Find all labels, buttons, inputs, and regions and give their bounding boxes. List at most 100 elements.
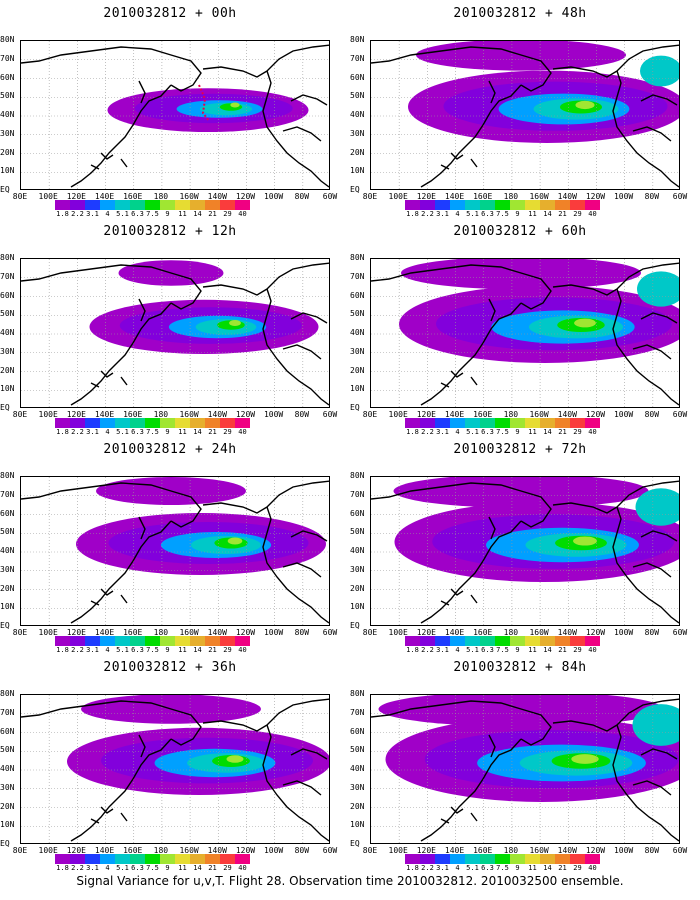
colorbar-swatch bbox=[205, 636, 220, 646]
colorbar-label: 7.5 bbox=[146, 210, 159, 218]
lat-label: 70N bbox=[350, 53, 365, 63]
lat-label: EQ bbox=[350, 403, 360, 412]
colorbar-label: 5.1 bbox=[116, 428, 129, 436]
lat-label: 60N bbox=[0, 72, 15, 82]
colorbar-label: 2.2 bbox=[71, 210, 84, 218]
colorbar-label: 6.3 bbox=[131, 646, 144, 654]
colorbar-label: 14 bbox=[193, 646, 202, 654]
colorbar-label: 7.5 bbox=[146, 864, 159, 872]
colorbar-labels: 1.8 2.2 3.1 4 5.1 6.3 7.5 9 11 14 21 29 40 bbox=[405, 210, 675, 220]
lat-label: 40N bbox=[350, 110, 365, 119]
colorbar bbox=[55, 200, 250, 210]
colorbar-label: 14 bbox=[193, 210, 202, 218]
map-svg bbox=[21, 41, 329, 189]
lat-label: EQ bbox=[0, 839, 10, 848]
lon-label: 140E bbox=[444, 410, 465, 419]
colorbar-swatch bbox=[130, 636, 145, 646]
colorbar-swatch bbox=[115, 636, 130, 646]
colorbar-swatch bbox=[130, 200, 145, 210]
lon-label: 120E bbox=[66, 846, 86, 855]
colorbar-swatch bbox=[570, 418, 585, 428]
coastline bbox=[640, 94, 678, 106]
map-area bbox=[370, 258, 680, 408]
colorbar-swatch bbox=[585, 636, 600, 646]
lon-label: 80E bbox=[12, 628, 28, 637]
lat-label: EQ bbox=[350, 185, 360, 194]
coastline bbox=[290, 748, 328, 760]
colorbar-label: 21 bbox=[208, 210, 217, 218]
colorbar-swatch bbox=[570, 200, 585, 210]
colorbar-swatch bbox=[420, 418, 435, 428]
colorbar-label: 4 bbox=[105, 210, 110, 218]
coastline bbox=[371, 46, 552, 92]
colorbar-swatch bbox=[145, 200, 160, 210]
colorbar-swatch bbox=[480, 418, 495, 428]
colorbar bbox=[55, 418, 250, 428]
coastline bbox=[640, 530, 678, 542]
variance-contour bbox=[632, 704, 679, 746]
colorbar-label: 1.8 bbox=[56, 646, 69, 654]
lat-label: 10N bbox=[0, 602, 15, 612]
colorbar-swatch bbox=[70, 854, 85, 864]
colorbar-label: 40 bbox=[588, 646, 597, 654]
lon-label: 60W bbox=[672, 192, 688, 201]
lat-label: 50N bbox=[350, 527, 365, 537]
colorbar-swatch bbox=[480, 854, 495, 864]
coastline bbox=[616, 44, 679, 72]
coastline bbox=[488, 516, 496, 540]
colorbar-swatch bbox=[205, 200, 220, 210]
colorbar-swatch bbox=[525, 418, 540, 428]
colorbar-swatch bbox=[525, 636, 540, 646]
lon-label: 80W bbox=[294, 410, 310, 419]
lon-label: 100W bbox=[263, 846, 284, 855]
lon-label: 80W bbox=[294, 628, 310, 637]
colorbar-swatch bbox=[85, 418, 100, 428]
colorbar-swatch bbox=[495, 418, 510, 428]
map-svg bbox=[21, 259, 329, 407]
map-panel: 2010032812 + 60h 80N 70N 60N 50N 40N 30N 20N 10N… bbox=[350, 218, 690, 438]
lon-label: 100W bbox=[263, 192, 284, 201]
variance-contour bbox=[635, 488, 679, 526]
variance-contour bbox=[637, 271, 679, 307]
lat-label: 70N bbox=[350, 707, 365, 717]
colorbar-swatch bbox=[70, 200, 85, 210]
lon-label: 160E bbox=[123, 846, 143, 855]
lat-label: 20N bbox=[350, 147, 365, 157]
lon-label: 160W bbox=[529, 846, 549, 855]
colorbar-swatch bbox=[525, 854, 540, 864]
colorbar-swatch bbox=[450, 200, 465, 210]
colorbar-swatch bbox=[190, 418, 205, 428]
colorbar-swatch bbox=[190, 854, 205, 864]
colorbar-swatch bbox=[55, 418, 70, 428]
colorbar-label: 4 bbox=[105, 428, 110, 436]
coastline bbox=[640, 312, 678, 324]
lon-label: 140E bbox=[444, 846, 465, 855]
colorbar-swatch bbox=[555, 854, 570, 864]
lon-label: 160W bbox=[529, 410, 549, 419]
colorbar-swatch bbox=[495, 854, 510, 864]
coastline bbox=[202, 502, 268, 514]
colorbar-swatch bbox=[405, 200, 420, 210]
colorbar-label: 21 bbox=[558, 428, 567, 436]
colorbar-swatch bbox=[115, 200, 130, 210]
coastline bbox=[21, 482, 202, 528]
lat-label: 20N bbox=[350, 583, 365, 593]
lon-label: 140W bbox=[207, 846, 227, 855]
lat-label: 30N bbox=[0, 346, 15, 356]
colorbar-label: 9 bbox=[515, 428, 520, 436]
colorbar-label: 29 bbox=[573, 646, 582, 654]
lon-label: 60W bbox=[322, 628, 338, 637]
lon-label: 180 bbox=[153, 628, 169, 637]
colorbar-swatch bbox=[435, 854, 450, 864]
lon-label: 100W bbox=[613, 410, 634, 419]
colorbar-label: 2.2 bbox=[71, 428, 84, 436]
colorbar-label: 6.3 bbox=[481, 210, 494, 218]
colorbar-swatch bbox=[510, 418, 525, 428]
map-area bbox=[20, 694, 330, 844]
colorbar-labels: 1.8 2.2 3.1 4 5.1 6.3 7.5 9 11 14 21 29 40 bbox=[55, 864, 325, 874]
lon-label: 160E bbox=[123, 628, 143, 637]
colorbar-label: 11 bbox=[528, 864, 537, 872]
lat-label: 20N bbox=[350, 365, 365, 375]
colorbar-swatch bbox=[235, 854, 250, 864]
colorbar-label: 5.1 bbox=[116, 210, 129, 218]
